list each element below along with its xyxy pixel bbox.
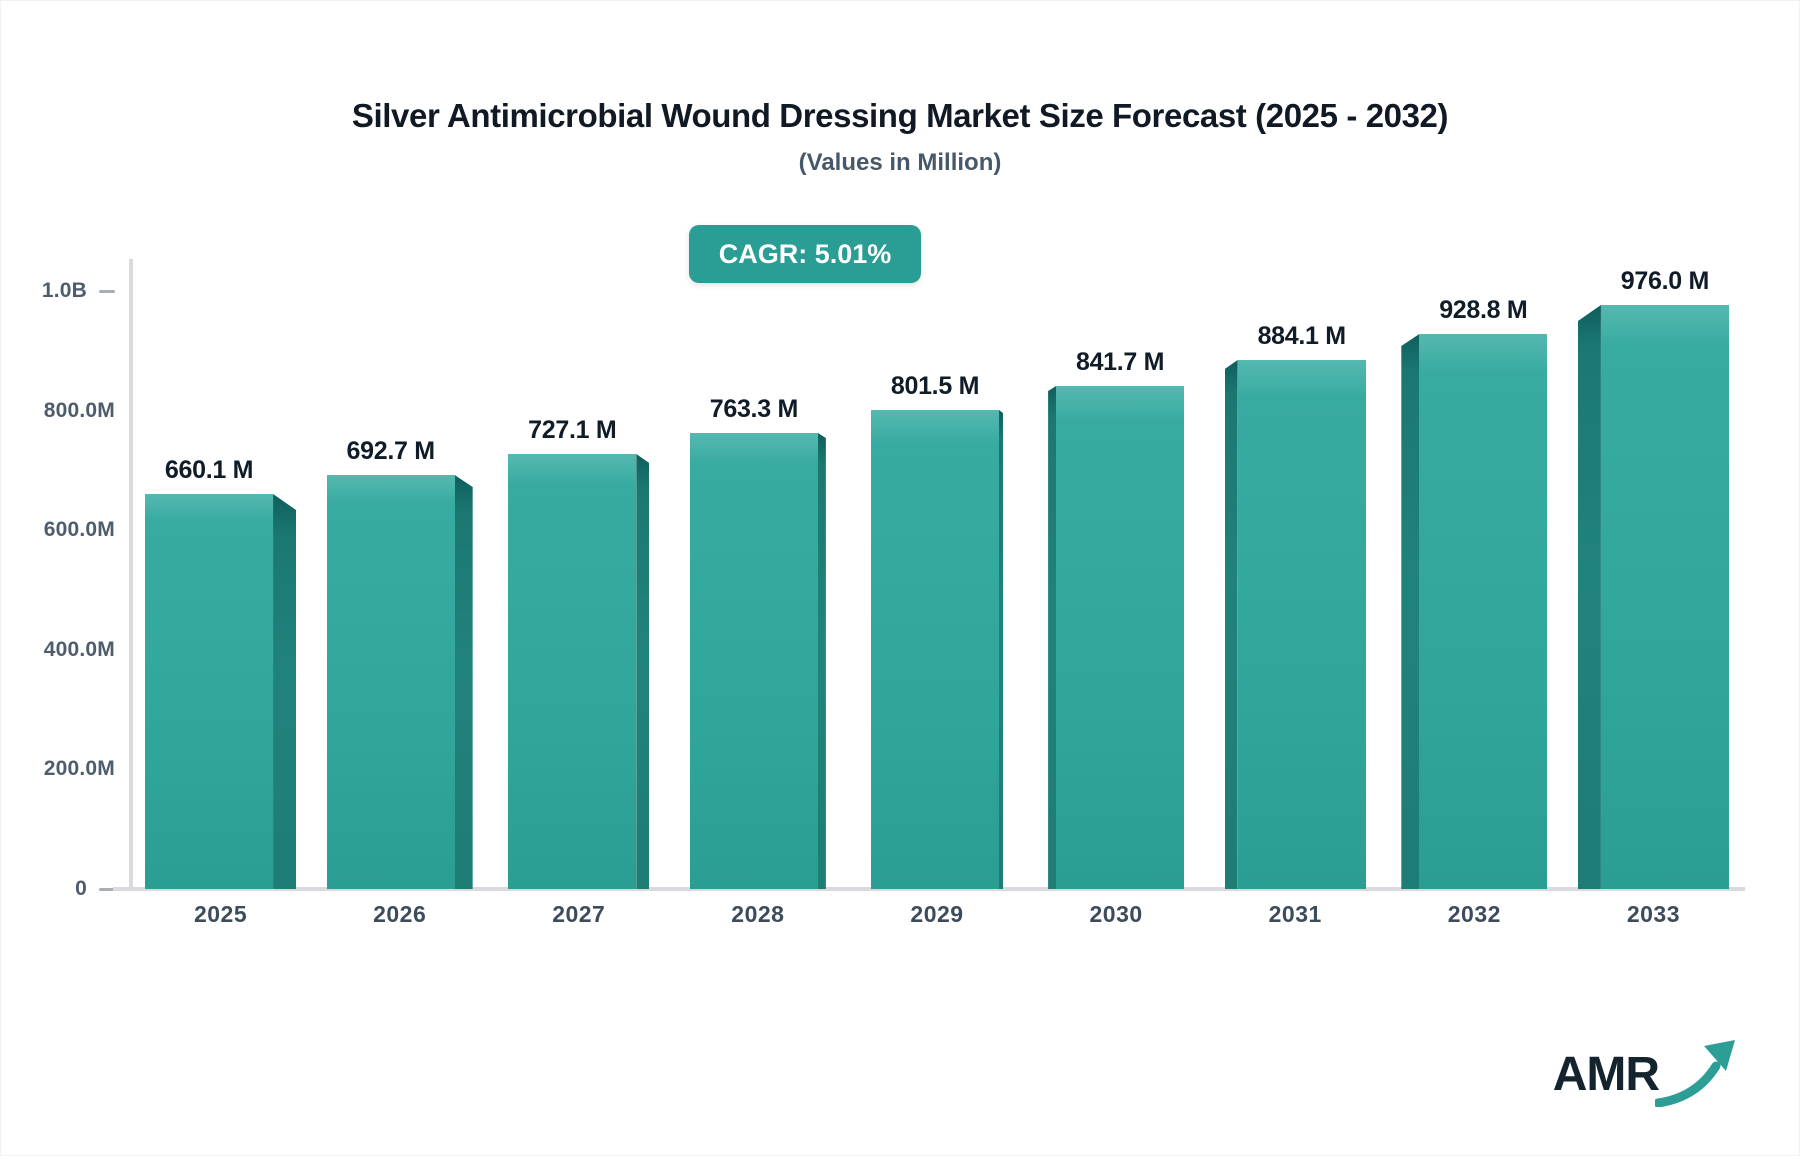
page-title: Silver Antimicrobial Wound Dressing Mark…	[351, 97, 1449, 134]
x-axis-label-2032: 2032	[1447, 901, 1501, 927]
y-tick: 0	[1, 877, 131, 901]
bar-front-face	[508, 454, 637, 889]
y-tick-dash	[99, 887, 115, 891]
bar-2033: 976.0 M	[1577, 267, 1729, 889]
bar-front-face	[145, 494, 274, 889]
bar-front-face	[326, 475, 455, 889]
bar-group-2026: 692.7 M	[310, 291, 489, 889]
amr-logo-text: AMR	[1552, 1047, 1660, 1101]
bar-side-face	[454, 475, 473, 889]
x-axis-label-2025: 2025	[193, 901, 248, 927]
bar-front-face	[1056, 386, 1185, 889]
bar-value-label: 801.5 M	[890, 372, 980, 400]
bar-value-label: 841.7 M	[1075, 348, 1165, 376]
amr-logo: AMR	[1553, 1039, 1737, 1109]
bar-value-label: 692.7 M	[346, 437, 436, 465]
bar-group-2027: 727.1 M	[489, 291, 668, 889]
y-tick-label: 400.0M	[43, 637, 115, 661]
x-axis-label-2029: 2029	[910, 901, 964, 927]
bar-2031: 884.1 M	[1224, 322, 1366, 889]
bar-value-label: 976.0 M	[1620, 267, 1710, 295]
bar-front-face	[1237, 360, 1366, 889]
cagr-badge-label: CAGR: 5.01%	[718, 238, 892, 269]
y-tick: 600.0M	[1, 518, 131, 542]
bar-group-2032: 928.8 M	[1385, 291, 1564, 889]
bar-2027: 727.1 M	[508, 416, 650, 889]
bars-container: 660.1 M 692.7 M 727.1 M 763.3 M 801.5 M 841.7…	[131, 267, 1743, 889]
bar-value-label: 884.1 M	[1257, 322, 1347, 350]
y-tick-label: 0	[75, 877, 87, 900]
growth-arrow-icon	[1655, 1040, 1735, 1107]
y-tick-dash	[99, 289, 115, 293]
bar-value-label: 727.1 M	[528, 416, 617, 444]
x-axis-label-2033: 2033	[1626, 901, 1681, 927]
x-axis-label-2026: 2026	[373, 901, 427, 927]
y-tick: 200.0M	[1, 757, 131, 781]
bar-2026: 692.7 M	[326, 437, 473, 889]
bar-side-face	[998, 410, 1003, 889]
bar-group-2031: 884.1 M	[1206, 291, 1385, 889]
bar-group-2028: 763.3 M	[668, 291, 847, 889]
y-axis-line	[129, 259, 133, 891]
x-axis-line	[113, 887, 1745, 891]
bar-2025: 660.1 M	[145, 456, 297, 889]
page-subtitle: (Values in Million)	[798, 149, 1002, 176]
bar-group-2033: 976.0 M	[1564, 267, 1743, 889]
plot-area: 660.1 M 692.7 M 727.1 M 763.3 M 801.5 M 841.7…	[131, 267, 1743, 889]
x-axis-label-2030: 2030	[1089, 901, 1143, 927]
cagr-badge: CAGR: 5.01%	[689, 225, 921, 283]
y-tick-label: 200.0M	[43, 757, 115, 781]
y-axis: 1.0B 800.0M 600.0M 400.0M 200.0M 0	[1, 279, 131, 900]
y-tick: 800.0M	[1, 399, 131, 423]
x-axis-label-2027: 2027	[552, 901, 606, 927]
bar-side-face	[1224, 360, 1238, 889]
y-tick-label: 1.0B	[41, 279, 87, 302]
bar-side-face	[817, 433, 826, 889]
bar-front-face	[1600, 305, 1729, 889]
bar-side-face	[273, 494, 297, 889]
bar-side-face	[636, 454, 650, 889]
bar-2032: 928.8 M	[1401, 296, 1548, 889]
bar-front-face	[870, 410, 999, 889]
y-tick: 1.0B	[1, 279, 131, 303]
y-tick-label: 600.0M	[43, 518, 115, 542]
bar-2030: 841.7 M	[1048, 348, 1185, 889]
x-axis-label-2028: 2028	[731, 901, 785, 927]
bar-2028: 763.3 M	[689, 395, 826, 889]
y-tick: 400.0M	[1, 638, 131, 662]
bar-side-face	[1048, 386, 1057, 889]
bar-side-face	[1401, 334, 1420, 889]
bar-group-2029: 801.5 M	[847, 291, 1026, 889]
bar-group-2025: 660.1 M	[131, 291, 310, 889]
bar-value-label: 660.1 M	[164, 456, 254, 484]
x-axis-labels: 2025 2026 2027 2028 2029 2030 2031 2032 2033	[131, 901, 1743, 928]
bar-side-face	[1577, 305, 1601, 889]
bar-value-label: 928.8 M	[1439, 296, 1528, 324]
bar-front-face	[689, 433, 818, 889]
bar-2029: 801.5 M	[870, 372, 1003, 889]
y-tick-label: 800.0M	[43, 398, 115, 422]
x-axis-label-2031: 2031	[1268, 901, 1322, 927]
bar-value-label: 763.3 M	[709, 395, 799, 423]
bar-front-face	[1419, 334, 1548, 889]
bar-group-2030: 841.7 M	[1027, 291, 1206, 889]
